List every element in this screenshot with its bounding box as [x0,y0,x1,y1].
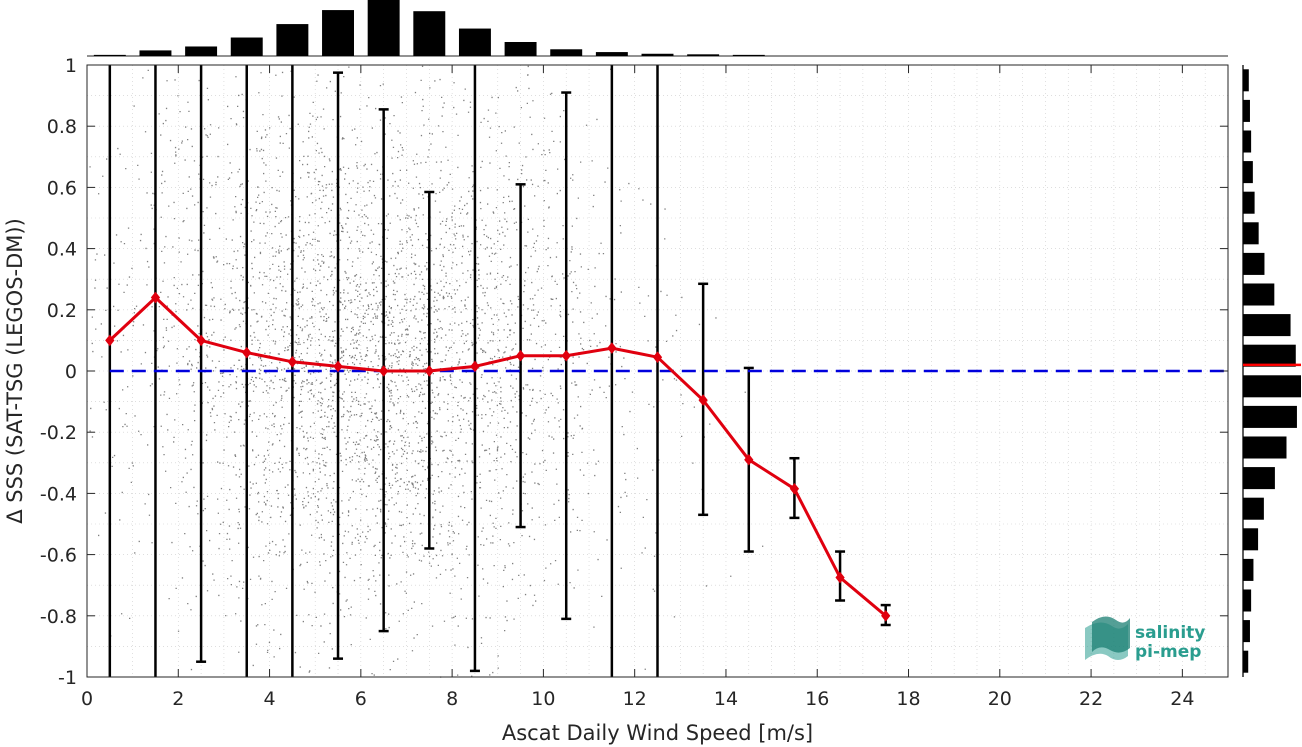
top-histogram-bar [413,11,446,56]
mean-marker [242,346,252,359]
y-axis-title: Δ SSS (SAT-TSG (LEGOS-DM)) [3,218,27,524]
mean-marker [835,571,845,584]
x-tick-label: 22 [1079,688,1103,710]
top-histogram-bar [185,46,218,56]
y-tick-label: 1 [65,55,77,77]
top-histogram-bar [641,53,674,56]
right-histogram-bar [1243,161,1253,184]
mean-marker [652,351,663,364]
right-histogram-bar [1243,467,1275,490]
top-histogram-bar [276,24,309,56]
x-tick-label: 10 [531,688,555,710]
right-histogram-bar [1243,252,1265,275]
top-histogram-bar [230,37,263,56]
right-histogram-bar [1243,99,1250,122]
logo-wave-shape [1092,616,1130,653]
x-tick-label: 24 [1170,688,1194,710]
right-histogram-bar [1243,436,1287,459]
top-histogram-bar [139,50,172,56]
y-tick-label: -0.8 [40,606,77,628]
mean-marker [607,342,617,354]
y-tick-label: -1 [58,667,77,689]
right-histogram-bar [1243,620,1250,643]
right-histogram-bar [1243,497,1264,520]
mean-marker [470,360,480,373]
top-histogram-bar [93,54,126,56]
top-histogram-bar [595,52,628,56]
right-histogram-bar [1243,130,1252,153]
mean-marker [333,360,343,373]
right-histogram-bar [1243,558,1254,581]
salinity-pimep-logo: salinity pi-mep [1085,616,1205,662]
top-histogram-bar [550,49,583,56]
right-histogram-bar [1243,283,1275,306]
mean-marker [881,609,891,622]
mean-marker [744,453,754,466]
x-tick-label: 16 [805,688,829,710]
mean-marker [287,356,298,368]
y-tick-label: -0.6 [40,545,77,567]
right-histogram-bar [1243,589,1252,612]
mean-marker [789,483,800,495]
y-tick-label: 0.4 [47,239,77,261]
logo-text-line1: salinity [1135,623,1205,643]
x-axis-title: Ascat Daily Wind Speed [m/s] [502,721,813,745]
x-tick-label: 6 [355,688,367,710]
y-tick-label: 0.8 [47,116,77,138]
y-tick-label: 0.6 [47,177,77,199]
x-tick-label: 2 [172,688,184,710]
y-tick-label: -0.4 [40,483,77,505]
right-histogram-bar [1243,344,1296,367]
y-tick-label: 0 [65,361,77,383]
mean-series [105,291,891,622]
mean-marker [379,365,389,377]
mean-marker [196,334,206,347]
mean-marker [424,365,434,377]
mean-marker [515,349,526,362]
top-histogram-bar [504,42,537,56]
x-tick-label: 0 [81,688,93,710]
right-histogram-bar [1243,528,1259,551]
x-tick-label: 20 [988,688,1012,710]
y-tick-label: 0.2 [47,300,77,322]
top-histogram-bar [367,0,400,56]
right-histogram-bar [1243,314,1291,337]
right-histogram-bar [1243,222,1259,245]
right-histogram-bar [1243,650,1249,673]
top-histogram-bar [322,10,354,56]
top-histogram-bar [732,54,765,56]
top-histogram-bar [687,54,720,56]
right-histogram [1242,65,1301,677]
right-histogram-bar [1243,191,1255,214]
x-axis: 0 2 4 6 8 10 12 14 16 18 20 22 24 [81,65,1194,710]
top-histogram [87,0,1228,57]
mean-marker [561,349,571,362]
logo-text-line2: pi-mep [1135,642,1201,662]
right-histogram-bar [1243,69,1249,92]
mean-marker [105,334,115,347]
mean-line [108,295,887,617]
x-tick-label: 8 [446,688,458,710]
right-histogram-bar [1243,405,1297,428]
x-tick-label: 18 [896,688,920,710]
mean-marker [150,291,161,304]
y-tick-label: -0.2 [40,422,77,444]
x-tick-label: 4 [264,688,276,710]
right-histogram-bar [1243,375,1301,398]
x-tick-label: 14 [714,688,738,710]
mean-marker [698,394,708,406]
x-tick-label: 12 [623,688,647,710]
top-histogram-bar [458,28,491,56]
y-axis: -1 -0.8 -0.6 -0.4 -0.2 0 0.2 0.4 0.6 0.8 1 [40,55,1228,689]
